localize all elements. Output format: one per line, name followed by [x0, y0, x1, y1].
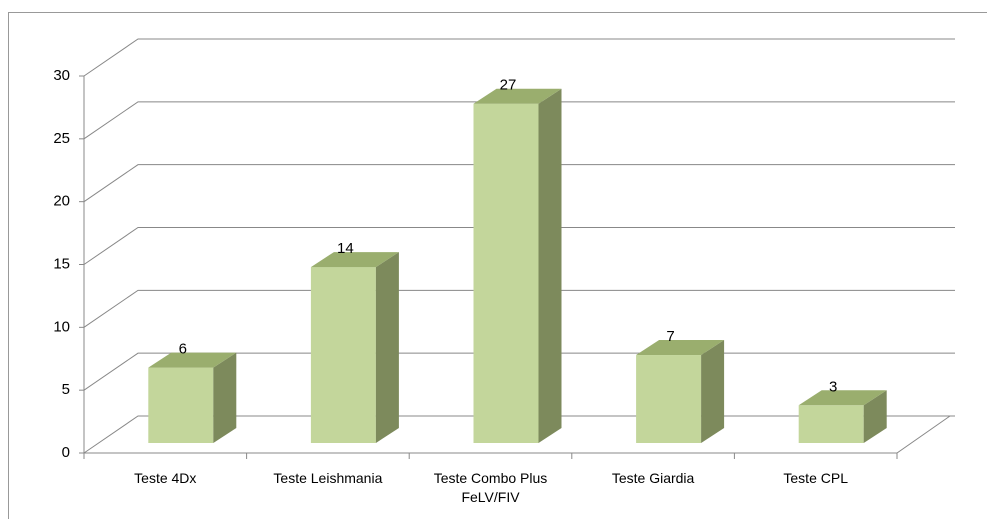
bar: [148, 367, 214, 443]
data-label: 7: [666, 328, 674, 345]
grid-line: [83, 38, 955, 77]
bar: [473, 103, 539, 443]
y-tick-label: 25: [53, 130, 70, 147]
x-tick-label: Teste CPL: [783, 470, 848, 486]
y-tick-label: 0: [62, 444, 70, 461]
data-label: 3: [829, 378, 837, 395]
bar-top: [148, 352, 237, 368]
grid-line: [83, 101, 955, 140]
y-tick-label: 30: [53, 67, 70, 84]
chart-border: [8, 12, 987, 519]
grid-line: [83, 164, 955, 203]
bar-side: [863, 390, 887, 443]
x-tick-label: Teste Giardia: [611, 470, 695, 486]
bar-side: [538, 88, 562, 443]
x-tick-label: Teste 4Dx: [134, 470, 197, 486]
bar-top: [636, 340, 725, 356]
y-tick-label: 10: [53, 318, 70, 335]
y-tick-label: 20: [53, 193, 70, 210]
bar: [798, 405, 864, 443]
bar-top: [798, 390, 887, 406]
bar: [636, 355, 702, 443]
bar-side: [375, 252, 399, 443]
bar: [310, 267, 376, 443]
x-tick-label: Teste Leishmania: [273, 470, 383, 486]
bar-top: [473, 88, 562, 104]
x-tick-label: Teste Combo Plus FeLV/FIV: [433, 470, 548, 505]
bar-top: [310, 252, 399, 268]
bar-side: [701, 340, 725, 443]
grid-line: [83, 289, 955, 328]
y-tick-label: 5: [62, 381, 70, 398]
data-label: 27: [500, 77, 517, 94]
data-label: 6: [179, 341, 187, 358]
data-label: 14: [337, 240, 354, 257]
bar-side: [213, 352, 237, 443]
y-tick-label: 15: [53, 255, 70, 272]
grid-line: [83, 227, 955, 265]
